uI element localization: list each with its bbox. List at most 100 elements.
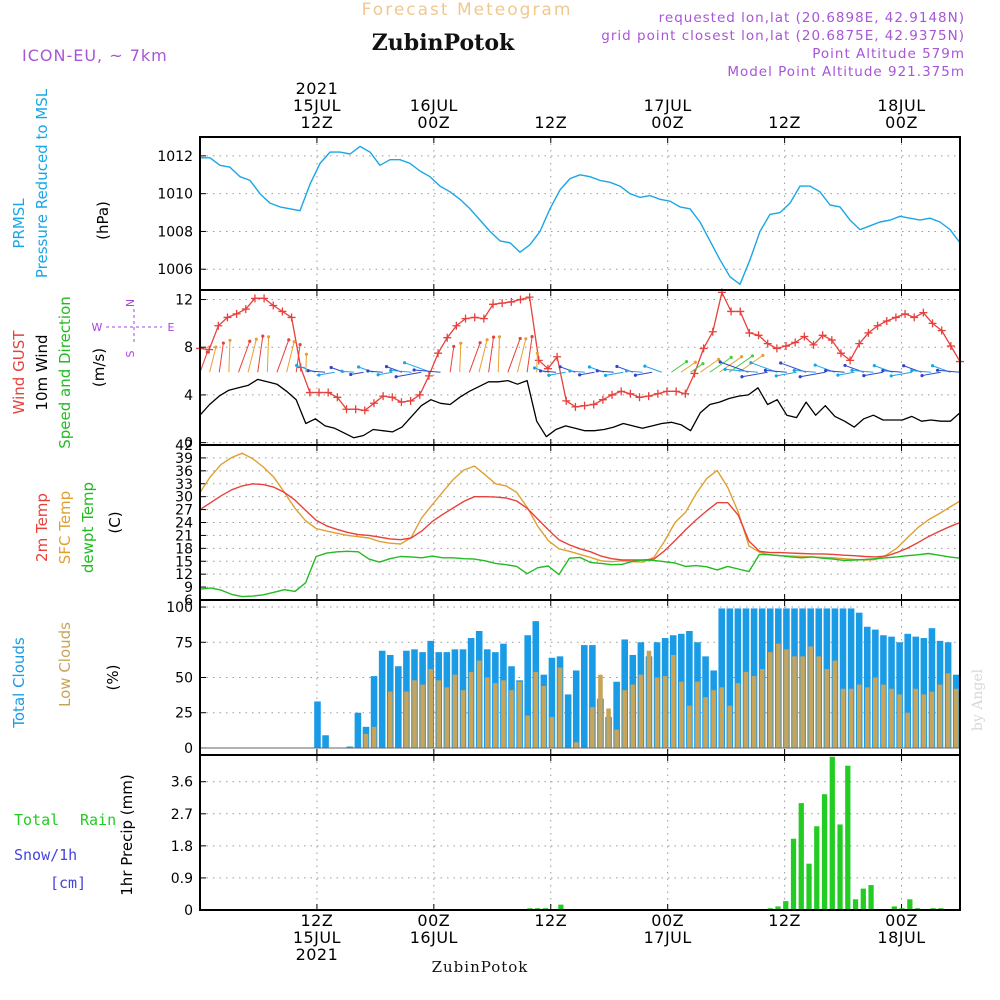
low-cloud-bar [436,680,442,748]
wind-arrow [459,343,462,373]
y-tick-label: 0 [184,741,193,757]
total-cloud-bar [613,681,620,748]
low-cloud-bar [784,649,789,748]
top-time-label-line: 00Z [417,113,450,132]
gust-marker [910,313,919,322]
low-cloud-bar [598,674,603,748]
bottom-time-label-line: 12Z [534,911,567,930]
gust-marker [855,339,864,348]
low-cloud-bar [816,656,822,748]
wind-arrow-head [261,334,265,338]
rain-bar [775,906,781,910]
wind-arrow-head [317,373,321,377]
forecast-title: Forecast Meteogram [362,0,573,20]
low-cloud-bar [751,676,757,748]
gust-marker [672,387,681,396]
rain-bar [821,794,828,910]
y-tick-label: 36 [175,464,193,480]
low-cloud-bar [638,674,644,748]
requested-coordinates: requested lon,lat (20.6898E, 42.9148N) [659,10,965,26]
wind-arrow [680,361,696,373]
low-cloud-bar [573,742,579,748]
wind-arrow-head [920,373,924,378]
total-cloud-bar [548,657,556,748]
wind-arrow [579,371,595,376]
low-cloud-bar [743,671,749,748]
wind-arrow [644,365,662,373]
gust-marker [397,398,406,407]
wind-arrow-head [254,337,258,341]
low-cloud-bar [404,691,409,748]
low-cloud-bar [824,669,830,748]
wind-arrow [396,371,422,378]
wind-arrow-head [394,375,398,379]
wind-arrow-head [740,375,744,379]
gust-marker [434,349,443,358]
gust-marker [580,401,589,410]
wind-arrow-head [452,344,456,349]
wind-arrow-head [750,354,755,358]
gust-marker [690,369,699,378]
closest-coordinates: grid point closest lon,lat (20.6875E, 42… [601,28,965,44]
low-cloud-bar [897,694,902,748]
low-cloud-bar [646,650,652,748]
gust-marker [333,393,342,402]
top-time-label: 12Z [768,113,800,132]
watermark: by Angel [970,668,986,731]
rain-bar [845,765,851,910]
wind-arrow [308,370,326,373]
gust-marker [617,387,626,396]
rain-bar [860,888,866,910]
low-cloud-bar [727,705,733,748]
wind-arrow [209,346,217,373]
wind-arrow [851,369,874,373]
gust-marker [415,390,424,399]
y-axis-unit: (C) [106,511,124,533]
low-cloud-bar [864,687,870,748]
wind-arrow-head [287,338,291,342]
low-cloud-bar [905,712,910,748]
y-tick-label: 3.6 [171,775,193,791]
wind-arrow-head [214,345,218,349]
wind-arrow-head [497,335,502,339]
wind-arrow-head [910,368,914,373]
wind-arrow [709,356,732,373]
low-cloud-bar [929,691,935,748]
top-time-label-line: 12Z [534,113,567,132]
wind-arrow [218,342,224,373]
wind-arrow-head [595,369,599,373]
wind-arrow [825,370,845,373]
wind-arrow-head [843,363,847,368]
wind-arrow-head [329,365,333,370]
wind-arrow-head [723,367,727,371]
y-tick-label: 12 [175,293,193,309]
wind-arrow-head [402,361,407,365]
wind-arrow-head [749,361,753,365]
wind-arrow [719,356,742,373]
wind-arrow [507,338,521,373]
low-cloud-bar [670,654,676,748]
top-time-label-line: 17JUL [644,96,692,115]
wind-arrow [699,358,719,373]
wind-arrow [266,336,270,373]
wind-arrow [350,371,364,376]
y-axis-label: dewpt Temp [79,482,97,573]
total-clouds-bars [314,608,960,748]
low-cloud-bar [412,680,417,748]
gust-marker [662,387,671,396]
total-cloud-bar [855,612,863,748]
rain-label: Total [14,811,59,829]
gust-marker [324,388,333,397]
gust-marker [891,313,900,322]
gust-marker [342,405,351,414]
sfc-temp-series-line [199,452,961,563]
bottom-time-label-line: 18JUL [877,928,925,947]
y-tick-label: 18 [175,541,193,557]
wind-arrow-head [740,355,744,359]
gust-marker [598,395,607,404]
wind-arrow-head [366,369,370,373]
